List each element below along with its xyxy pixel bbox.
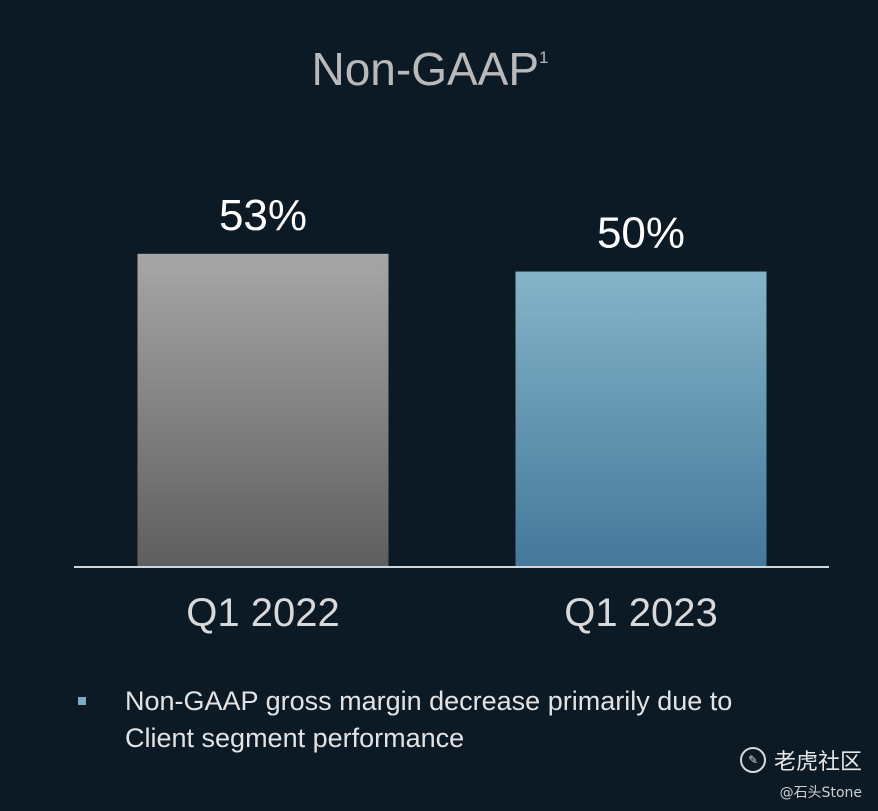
bullet-square-icon (78, 697, 86, 705)
footnote-text: Non-GAAP gross margin decrease primarily… (125, 686, 733, 753)
x-tick-label-q1-2022: Q1 2022 (186, 591, 339, 635)
watermark-user: @石头Stone (779, 785, 862, 801)
x-tick-label-q1-2023: Q1 2023 (564, 591, 717, 635)
watermark-brand: 老虎社区 (773, 750, 862, 775)
title-superscript: 1 (539, 48, 548, 67)
data-label-q1-2022: 53% (219, 191, 307, 240)
watermark: ✎ 老虎社区 @石头Stone (739, 744, 862, 802)
data-label-q1-2023: 50% (597, 209, 685, 258)
bar-q1-2023 (515, 271, 767, 567)
bar-q1-2022 (137, 253, 389, 567)
chart-title: Non-GAAP1 (312, 43, 549, 95)
tiger-community-logo-icon: ✎ (739, 747, 766, 773)
footnote-bullet: Non-GAAP gross margin decrease primarily… (78, 683, 778, 757)
